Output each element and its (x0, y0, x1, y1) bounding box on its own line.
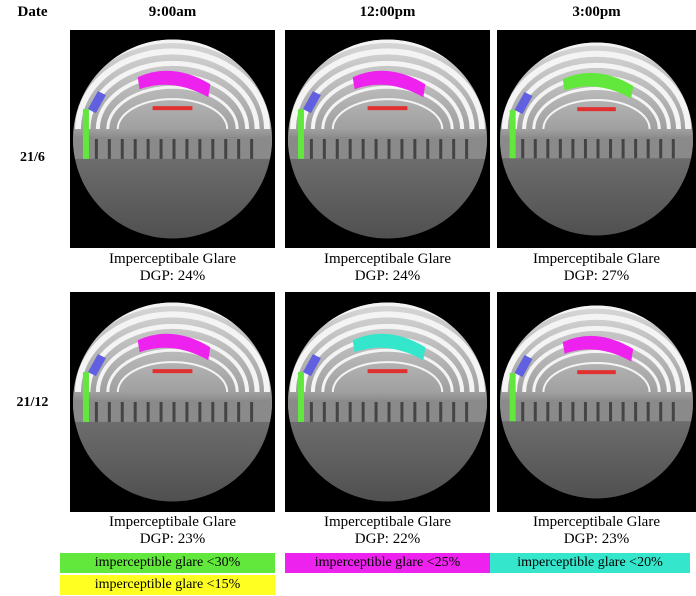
glare-label: Imperceptibale Glare (285, 251, 490, 268)
date-header: Date (0, 4, 65, 21)
glare-render (70, 292, 275, 512)
glare-render (497, 292, 696, 512)
legend-item: imperceptible glare <25% (285, 553, 490, 573)
render-cell (497, 292, 696, 512)
dgp-value: DGP: 23% (497, 531, 696, 548)
dgp-value: DGP: 22% (285, 531, 490, 548)
render-cell (70, 292, 275, 512)
glare-label: Imperceptibale Glare (70, 514, 275, 531)
date-label: 21/6 (0, 150, 65, 166)
glare-label: Imperceptibale Glare (285, 514, 490, 531)
glare-render (70, 30, 275, 248)
dgp-value: DGP: 27% (497, 268, 696, 285)
glare-render (285, 30, 490, 248)
dgp-value: DGP: 24% (285, 268, 490, 285)
time-header: 9:00am (70, 4, 275, 21)
render-cell (285, 292, 490, 512)
render-cell (70, 30, 275, 248)
date-label: 21/12 (0, 395, 65, 411)
time-header: 3:00pm (497, 4, 696, 21)
legend-item: imperceptible glare <20% (490, 553, 690, 573)
glare-render (285, 292, 490, 512)
dgp-value: DGP: 24% (70, 268, 275, 285)
legend-item: imperceptible glare <30% (60, 553, 275, 573)
glare-label: Imperceptibale Glare (497, 251, 696, 268)
glare-render (497, 30, 696, 248)
dgp-value: DGP: 23% (70, 531, 275, 548)
glare-label: Imperceptibale Glare (70, 251, 275, 268)
page: Date 9:00am 12:00pm 3:00pm 21/6 Imperceptibal… (0, 0, 696, 596)
glare-label: Imperceptibale Glare (497, 514, 696, 531)
time-header: 12:00pm (285, 4, 490, 21)
render-cell (285, 30, 490, 248)
legend-item: imperceptible glare <15% (60, 575, 275, 595)
render-cell (497, 30, 696, 248)
